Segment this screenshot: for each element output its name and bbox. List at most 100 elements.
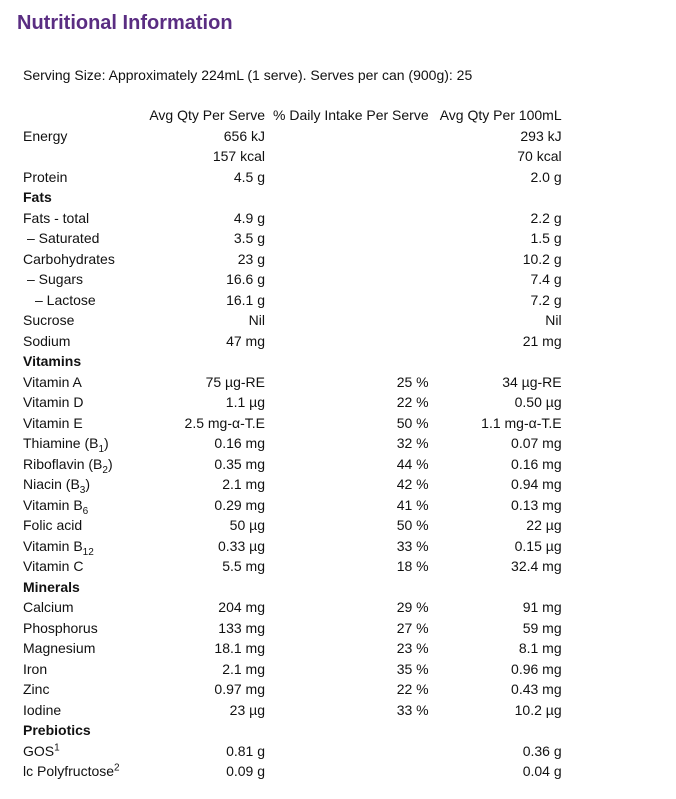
- per-serve-value: 18.1 mg: [214, 640, 265, 657]
- per-100ml-value: 0.04 g: [522, 763, 562, 780]
- per-100ml-value: 59 mg: [522, 619, 562, 636]
- nutrient-name: Thiamine (B: [23, 435, 99, 452]
- per-serve-value: 0.97 mg: [214, 681, 265, 698]
- daily-intake-value: 22 %: [396, 681, 429, 698]
- daily-intake-value: [269, 228, 434, 249]
- nutrient-name: Iron: [23, 660, 48, 677]
- per-serve-value: 2.1 mg: [222, 476, 265, 493]
- per-100ml-value: 7.2 g: [530, 291, 562, 308]
- table-row: Magnesium 18.1 mg 23 % 8.1 mg: [19, 638, 566, 659]
- per-100ml-value: 10.2 g: [522, 250, 562, 267]
- per-serve-value: 1.1 µg: [225, 394, 265, 411]
- table-row: Sodium 47 mg 21 mg: [19, 331, 566, 352]
- nutrient-name: Fats - total: [23, 209, 90, 226]
- table-row: Vitamin C 5.5 mg 18 % 32.4 mg: [19, 556, 566, 577]
- nutrient-name: – Saturated: [27, 230, 100, 247]
- nutrient-name: Zinc: [23, 681, 50, 698]
- per-serve-value: 2.1 mg: [222, 660, 265, 677]
- header-per-100ml: Avg Qty Per 100mL: [439, 107, 562, 124]
- per-100ml-value: 293 kJ: [520, 127, 562, 144]
- table-row: Calcium 204 mg 29 % 91 mg: [19, 597, 566, 618]
- nutrient-label: GOS1: [19, 741, 139, 762]
- nutrient-label: – Lactose: [19, 290, 139, 311]
- table-row: Folic acid 50 µg 50 % 22 µg: [19, 515, 566, 536]
- per-serve-value: 4.9 g: [233, 209, 265, 226]
- footnote-marker: 1: [54, 742, 60, 754]
- nutrient-name: Energy: [23, 127, 68, 144]
- table-row: Energy 656 kJ 293 kJ: [19, 126, 566, 147]
- nutrient-label: – Saturated: [19, 228, 139, 249]
- table-row: Zinc 0.97 mg 22 % 0.43 mg: [19, 679, 566, 700]
- per-100ml-value: 0.96 mg: [511, 660, 562, 677]
- nutrient-label: Sodium: [19, 331, 139, 352]
- nutrient-name: Niacin (B: [23, 476, 80, 493]
- nutrient-subscript: 3: [79, 485, 86, 497]
- daily-intake-value: [269, 269, 434, 290]
- per-100ml-value: 22 µg: [526, 517, 562, 534]
- nutrient-label: Folic acid: [19, 515, 139, 536]
- daily-intake-value: 27 %: [396, 619, 429, 636]
- nutrient-label: lc Polyfructose2: [19, 761, 139, 782]
- per-100ml-value: 0.50 µg: [514, 394, 562, 411]
- nutrient-name: Vitamin A: [23, 373, 82, 390]
- nutrient-name: Vitamin D: [23, 394, 84, 411]
- nutrient-label: – Sugars: [19, 269, 139, 290]
- table-row: lc Polyfructose2 0.09 g 0.04 g: [19, 761, 566, 782]
- table-row: Carbohydrates 23 g 10.2 g: [19, 249, 566, 270]
- daily-intake-value: 22 %: [396, 394, 429, 411]
- daily-intake-value: [269, 290, 434, 311]
- per-100ml-value: 10.2 µg: [514, 701, 562, 718]
- per-serve-value: 23 µg: [229, 701, 265, 718]
- daily-intake-value: 42 %: [396, 476, 429, 493]
- nutrient-subscript: 6: [82, 505, 89, 517]
- daily-intake-value: 50 %: [396, 517, 429, 534]
- daily-intake-value: [269, 741, 434, 762]
- per-serve-value: 50 µg: [229, 517, 265, 534]
- per-100ml-value: 0.16 mg: [511, 455, 562, 472]
- daily-intake-value: 23 %: [396, 640, 429, 657]
- nutrient-name: Vitamin E: [23, 414, 83, 431]
- nutrient-name: Sodium: [23, 332, 71, 349]
- per-serve-value: 0.35 mg: [214, 455, 265, 472]
- daily-intake-value: 18 %: [396, 558, 429, 575]
- per-100ml-value: 32.4 mg: [511, 558, 562, 575]
- nutrient-name: Magnesium: [23, 640, 96, 657]
- nutrient-label: Magnesium: [19, 638, 139, 659]
- nutrient-name: – Lactose: [35, 291, 96, 308]
- section-row: Vitamins: [19, 351, 566, 372]
- per-100ml-value: 70 kcal: [517, 148, 562, 165]
- nutrient-subscript: 12: [82, 546, 94, 558]
- per-100ml-value: 0.36 g: [522, 742, 562, 759]
- table-row: Iron 2.1 mg 35 % 0.96 mg: [19, 659, 566, 680]
- section-heading: Minerals: [23, 578, 80, 595]
- nutrient-label: Riboflavin (B2): [19, 454, 139, 475]
- daily-intake-value: [269, 761, 434, 782]
- nutrient-name: Protein: [23, 168, 68, 185]
- nutrient-label: Protein: [19, 167, 139, 188]
- table-row: Fats - total 4.9 g 2.2 g: [19, 208, 566, 229]
- per-serve-value: 3.5 g: [233, 230, 265, 247]
- per-100ml-value: Nil: [545, 312, 562, 329]
- per-100ml-value: 8.1 mg: [518, 640, 562, 657]
- section-row: Prebiotics: [19, 720, 566, 741]
- footnote-marker: 2: [114, 762, 120, 774]
- table-row: Phosphorus 133 mg 27 % 59 mg: [19, 618, 566, 639]
- nutrient-label: Calcium: [19, 597, 139, 618]
- table-row: Sucrose Nil Nil: [19, 310, 566, 331]
- nutrient-name: – Sugars: [27, 271, 84, 288]
- serving-size-text: Serving Size: Approximately 224mL (1 ser…: [23, 67, 473, 83]
- nutrient-name: Riboflavin (B: [23, 455, 103, 472]
- daily-intake-value: [269, 126, 434, 147]
- per-serve-value: 656 kJ: [223, 127, 265, 144]
- per-serve-value: 0.29 mg: [214, 496, 265, 513]
- per-serve-value: 0.81 g: [226, 742, 265, 759]
- nutrient-label: Vitamin C: [19, 556, 139, 577]
- per-serve-value: 0.16 mg: [214, 435, 265, 452]
- nutrient-label: Vitamin A: [19, 372, 139, 393]
- nutrient-subscript: 2: [102, 464, 108, 476]
- nutrient-label: Thiamine (B1): [19, 433, 139, 454]
- per-serve-value: 0.09 g: [226, 763, 265, 780]
- header-per-serve: Avg Qty Per Serve: [149, 107, 265, 124]
- per-100ml-value: 1.5 g: [530, 230, 562, 247]
- table-row: 157 kcal 70 kcal: [19, 146, 566, 167]
